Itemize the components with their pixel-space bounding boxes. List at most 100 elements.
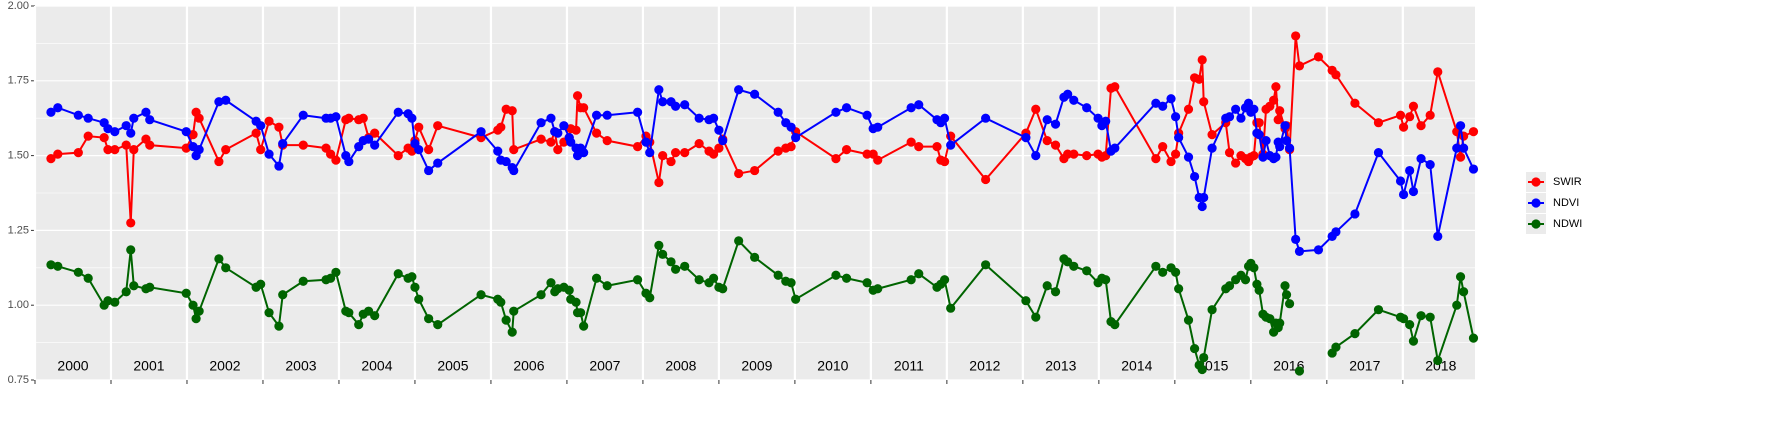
point [509, 165, 519, 176]
point [501, 315, 511, 325]
point [325, 149, 336, 159]
point [194, 145, 204, 155]
point [370, 140, 380, 150]
point [1197, 201, 1207, 212]
point [145, 115, 155, 125]
point [141, 107, 151, 117]
point [773, 107, 783, 117]
point [906, 137, 916, 147]
point [572, 91, 583, 101]
point [1050, 119, 1061, 129]
point [645, 148, 655, 158]
point [99, 133, 109, 143]
point [407, 272, 417, 282]
point [658, 151, 668, 161]
point [1224, 281, 1235, 291]
point [579, 321, 589, 331]
x-tick-label: 2007 [589, 358, 620, 374]
point [103, 296, 113, 306]
point [1281, 136, 1292, 146]
x-tick-label: 2011 [894, 358, 924, 374]
point [256, 279, 266, 289]
point [121, 140, 131, 150]
point [1452, 300, 1462, 310]
point [73, 148, 83, 158]
point [536, 118, 546, 128]
point [1063, 89, 1073, 99]
point [658, 249, 668, 259]
point [1395, 110, 1406, 120]
point [1433, 67, 1443, 77]
point [1082, 266, 1092, 276]
point [1110, 320, 1120, 330]
point [579, 103, 589, 113]
point [1069, 149, 1079, 159]
point [1284, 143, 1295, 153]
point [1452, 143, 1462, 153]
point [1174, 284, 1184, 294]
point [1199, 192, 1209, 203]
point [666, 257, 676, 267]
point [981, 174, 991, 185]
point [1455, 272, 1466, 282]
point [221, 95, 231, 105]
point [670, 148, 681, 158]
point [129, 281, 139, 291]
y-tick-label: 1.00 [8, 299, 29, 311]
point [433, 320, 443, 330]
point [256, 145, 266, 155]
point [414, 145, 424, 155]
point [274, 122, 284, 132]
point [873, 284, 883, 294]
point [786, 278, 796, 288]
x-tick-label: 2006 [513, 358, 544, 374]
point [632, 107, 643, 117]
point [553, 145, 563, 155]
point [571, 125, 581, 135]
point [786, 142, 796, 152]
point [1021, 133, 1031, 143]
point [1110, 143, 1120, 153]
point [73, 267, 83, 277]
point [1050, 287, 1061, 297]
point [1197, 364, 1207, 375]
point [714, 125, 724, 135]
point [298, 110, 308, 120]
point [1294, 61, 1305, 71]
point [1280, 281, 1290, 291]
point [1042, 136, 1052, 146]
point [1236, 113, 1246, 123]
point [126, 218, 136, 228]
point [1275, 142, 1285, 152]
point [1313, 52, 1324, 62]
legend-label: SWIR [1553, 176, 1582, 188]
point [1166, 156, 1176, 167]
point [407, 146, 417, 156]
point [1294, 246, 1305, 256]
point [46, 107, 56, 117]
point [1050, 140, 1061, 150]
point [1171, 149, 1181, 159]
point [121, 121, 131, 131]
point [1294, 366, 1305, 376]
point [110, 145, 120, 155]
legend-point [1531, 177, 1541, 187]
point [83, 113, 93, 123]
point [1433, 231, 1443, 241]
point [1425, 312, 1435, 322]
point [1174, 133, 1184, 143]
point [393, 107, 403, 117]
point [424, 314, 434, 324]
point [564, 285, 574, 295]
point [476, 127, 486, 137]
x-tick-label: 2010 [817, 358, 848, 374]
point [632, 275, 643, 285]
point [831, 107, 841, 117]
point [1197, 55, 1207, 65]
point [344, 113, 354, 123]
point [1373, 118, 1384, 128]
point [214, 156, 224, 167]
point [344, 156, 354, 167]
point [591, 110, 602, 120]
